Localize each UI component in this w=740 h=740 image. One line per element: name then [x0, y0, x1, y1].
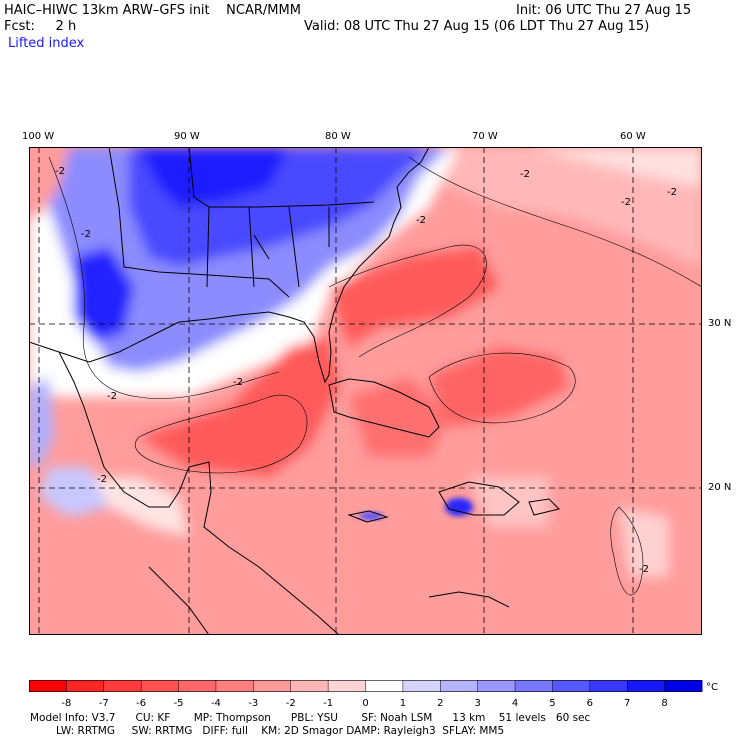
lat-label-20n: 20 N — [708, 482, 732, 493]
colorbar-unit: °C — [706, 682, 718, 693]
contour-label: -2 — [520, 169, 530, 180]
colorbar-tick-label: 0 — [362, 698, 368, 709]
colorbar-swatch — [178, 680, 217, 692]
forecast-hour: Fcst: 2 h — [4, 19, 77, 34]
colorbar-swatch — [253, 680, 292, 692]
colorbar-tick-label: -4 — [211, 698, 221, 709]
colorbar-swatch — [66, 680, 105, 692]
colorbar-swatch — [29, 680, 67, 692]
colorbar-tick-label: -2 — [286, 698, 296, 709]
contour-label-group: -2 -2 -2 -2 -2 -2 -2 -2 -2 -2 — [55, 166, 677, 575]
lon-label-70w: 70 W — [472, 131, 498, 142]
contour-label: -2 — [621, 197, 631, 208]
colorbar-swatch — [365, 680, 404, 692]
colorbar-swatch — [515, 680, 553, 692]
contour-label: -2 — [107, 391, 117, 402]
contour-label: -2 — [55, 166, 65, 177]
contour-label: -2 — [233, 377, 243, 388]
colorbar-swatch — [589, 680, 628, 692]
colorbar: -8 -7 -6 -5 -4 -3 -2 -1 0 1 2 3 4 5 6 7 8 °C — [29, 680, 718, 709]
colorbar-swatch — [627, 680, 666, 692]
colorbar-swatch — [215, 680, 254, 692]
lon-label-80w: 80 W — [325, 131, 351, 142]
contour-label: -2 — [639, 564, 649, 575]
map-frame — [29, 147, 702, 635]
colorbar-tick-label: -7 — [99, 698, 109, 709]
colorbar-swatch — [552, 680, 591, 692]
colorbar-tick-label: 8 — [661, 698, 667, 709]
colorbar-swatch — [664, 680, 703, 692]
colorbar-swatch — [440, 680, 479, 692]
colorbar-swatch — [477, 680, 516, 692]
contour-label: -2 — [667, 187, 677, 198]
contour-label: -2 — [97, 474, 107, 485]
model-info-line2: LW: RRTMG SW: RRTMG DIFF: full KM: 2D Sm… — [56, 725, 505, 737]
colorbar-tick-label: 3 — [474, 698, 480, 709]
lon-label-100w: 100 W — [22, 131, 55, 142]
hispaniola-stable-spot — [445, 498, 473, 516]
colorbar-tick-label: 2 — [437, 698, 443, 709]
colorbar-swatch — [103, 680, 142, 692]
lifted-index-map: -2 -2 -2 -2 -2 -2 -2 -2 -2 -2 — [29, 147, 702, 635]
colorbar-tick-label: 1 — [400, 698, 406, 709]
colorbar-tick-label: 6 — [587, 698, 593, 709]
colorbar-tick-label: -5 — [174, 698, 184, 709]
contour-label: -2 — [81, 229, 91, 240]
colorbar-swatch — [141, 680, 180, 692]
colorbar-swatch — [328, 680, 366, 692]
colorbar-swatch — [402, 680, 441, 692]
model-title: HAIC–HIWC 13km ARW–GFS init NCAR/MMM — [4, 3, 301, 18]
lat-label-30n: 30 N — [708, 318, 732, 329]
instability-field — [29, 147, 702, 577]
valid-time: Valid: 08 UTC Thu 27 Aug 15 (06 LDT Thu … — [304, 19, 650, 34]
contour-lines — [48, 156, 702, 596]
lon-label-60w: 60 W — [620, 131, 646, 142]
colorbar-tick-label: 4 — [512, 698, 518, 709]
contour-label: -2 — [416, 215, 426, 226]
colorbar-tick-label: -3 — [248, 698, 258, 709]
colorbar-tick-label: -1 — [323, 698, 333, 709]
colorbar-tick-label: -8 — [61, 698, 71, 709]
init-time: Init: 06 UTC Thu 27 Aug 15 — [516, 3, 692, 18]
colorbar-tick-label: -6 — [136, 698, 146, 709]
coastlines — [29, 147, 560, 635]
model-info-line1: Model Info: V3.7 CU: KF MP: Thompson PBL… — [30, 712, 591, 724]
field-name: Lifted index — [8, 36, 85, 51]
colorbar-swatch — [290, 680, 329, 692]
lon-label-90w: 90 W — [174, 131, 200, 142]
lat-lon-grid — [29, 147, 702, 635]
colorbar-tick-label: 7 — [624, 698, 630, 709]
colorbar-tick-label: 5 — [549, 698, 555, 709]
